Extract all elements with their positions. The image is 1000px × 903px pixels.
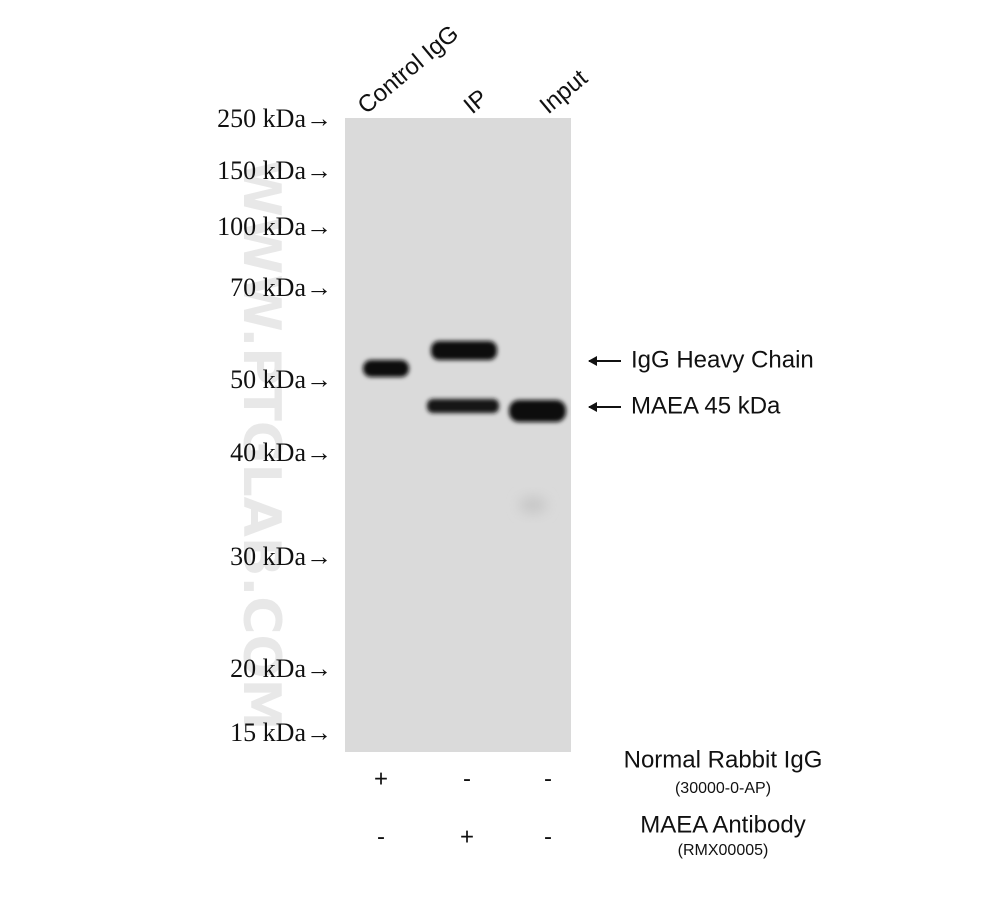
marker-label: 150 kDa→	[217, 156, 332, 185]
treatment-sign: +	[460, 823, 474, 850]
marker-label: 15 kDa→	[230, 718, 332, 747]
treatment-sign: -	[544, 823, 552, 850]
band	[431, 341, 497, 360]
treatment-sign: -	[463, 765, 471, 792]
treatment-sign: -	[377, 823, 385, 850]
smear	[519, 496, 547, 514]
watermark: WWW.PTGLAB.COM	[231, 160, 291, 731]
annotation: MAEA 45 kDa	[631, 392, 781, 419]
treatment-label: MAEA Antibody	[640, 811, 805, 838]
annotation: IgG Heavy Chain	[631, 346, 814, 373]
marker-label: 250 kDa→	[217, 104, 332, 133]
catalog-number: (RMX00005)	[678, 842, 769, 859]
treatment-label: Normal Rabbit IgG	[624, 746, 823, 773]
marker-labels: 250 kDa→ 150 kDa→ 100 kDa→ 70 kDa→ 50 kDa→ 40…	[217, 104, 332, 747]
band-annotations: IgG Heavy Chain MAEA 45 kDa	[588, 346, 814, 419]
arrow-head	[588, 356, 597, 366]
catalog-number: (30000-0-AP)	[675, 780, 771, 797]
marker-label: 70 kDa→	[230, 273, 332, 302]
blot-membrane	[345, 118, 571, 752]
arrow-head	[588, 402, 597, 412]
marker-label: 20 kDa→	[230, 654, 332, 683]
marker-label: 30 kDa→	[230, 542, 332, 571]
bands	[363, 341, 566, 422]
lane-label: Input	[535, 64, 594, 119]
treatment-sign: -	[544, 765, 552, 792]
marker-label: 50 kDa→	[230, 365, 332, 394]
band	[363, 360, 409, 377]
marker-label: 100 kDa→	[217, 212, 332, 241]
band	[509, 400, 566, 422]
band	[427, 399, 499, 413]
treatment-sign: +	[374, 765, 388, 792]
lane-label: IP	[459, 84, 494, 119]
treatment-table: Normal Rabbit IgG (30000-0-AP) + - - MAEA Ant…	[374, 746, 822, 859]
marker-label: 40 kDa→	[230, 438, 332, 467]
lane-label: Control IgG	[353, 20, 464, 120]
